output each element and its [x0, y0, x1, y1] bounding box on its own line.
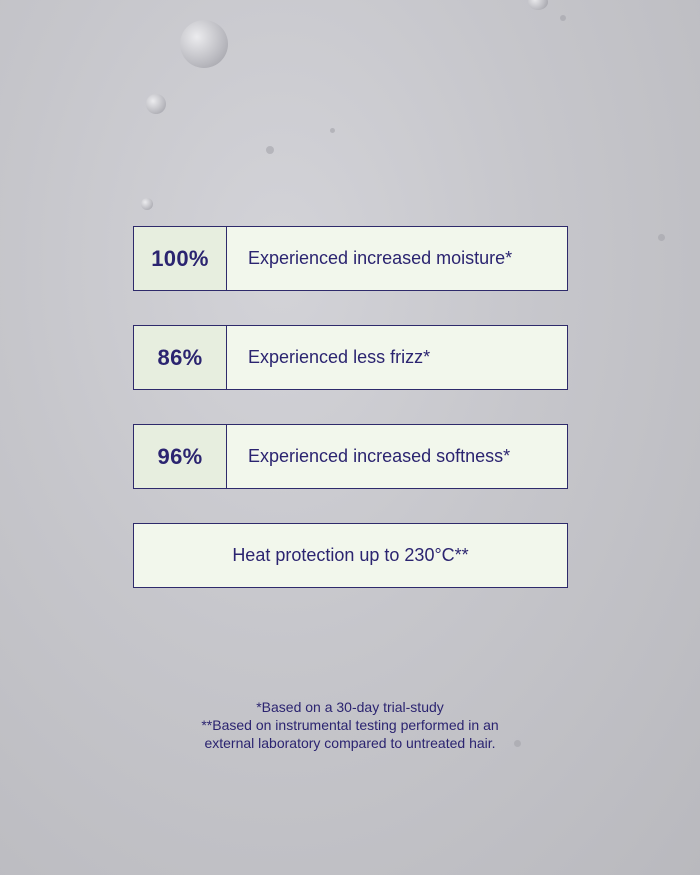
heat-protection-label: Heat protection up to 230°C**: [232, 545, 469, 565]
dot: [330, 128, 335, 133]
stat-value: 96%: [134, 425, 227, 488]
stat-card-frizz: 86% Experienced less frizz*: [133, 325, 568, 390]
stat-card-moisture: 100% Experienced increased moisture*: [133, 226, 568, 291]
dot: [658, 234, 665, 241]
bubble: [141, 198, 153, 210]
dot: [266, 146, 274, 154]
dot: [514, 740, 521, 747]
stat-label: Experienced increased moisture*: [248, 248, 513, 268]
stat-label: Experienced increased softness*: [248, 446, 511, 466]
footnote: **Based on instrumental testing performe…: [201, 717, 499, 733]
footnotes: *Based on a 30-day trial-study **Based o…: [0, 698, 700, 752]
stat-value: 86%: [134, 326, 227, 389]
heat-protection-card: Heat protection up to 230°C**: [133, 523, 568, 588]
dot: [560, 15, 566, 21]
bubble: [146, 94, 166, 114]
bubble: [528, 0, 548, 10]
stat-card-softness: 96% Experienced increased softness*: [133, 424, 568, 489]
bubble: [180, 20, 228, 68]
stat-value: 100%: [134, 227, 227, 290]
footnote: *Based on a 30-day trial-study: [256, 699, 444, 715]
footnote: external laboratory compared to untreate…: [204, 735, 496, 751]
stat-label: Experienced less frizz*: [248, 347, 431, 367]
